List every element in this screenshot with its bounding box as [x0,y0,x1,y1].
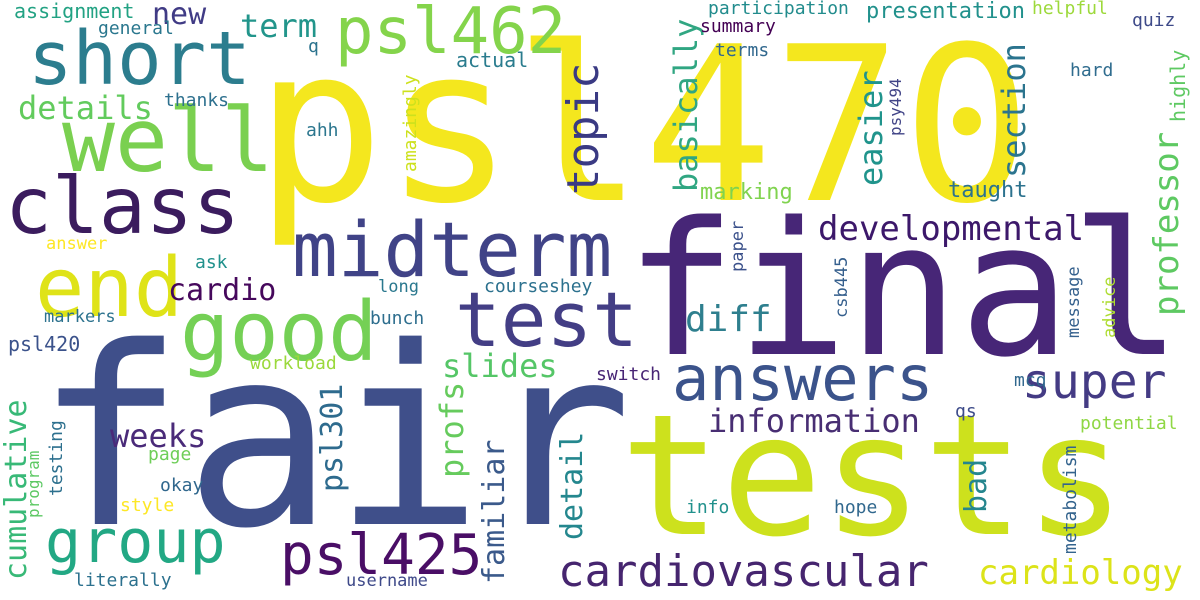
word-super: super [1022,354,1167,410]
word-courseshey: courseshey [484,276,593,297]
word-paper: paper [728,220,748,272]
word-information: information [708,402,920,440]
word-csb445: csb445 [832,256,852,318]
word-q: q [308,36,319,57]
word-group: group [45,507,226,577]
word-test: test [455,275,639,364]
word-markers: markers [44,307,116,327]
word-psy494: psy494 [886,78,905,136]
word-topic: topic [558,62,609,195]
word-familiar: familiar [477,439,512,585]
word-presentation: presentation [866,0,1025,24]
word-hope: hope [834,497,878,518]
word-slides: slides [442,347,558,385]
word-highly: highly [1166,49,1190,122]
word-class: class [5,162,240,252]
word-message: message [1064,266,1084,338]
word-final: final [625,182,1182,398]
word-developmental: developmental [818,209,1085,249]
word-username: username [346,571,428,591]
word-program: program [24,450,43,518]
word-easier: easier [852,70,890,186]
word-style: style [120,495,175,516]
word-new: new [152,0,207,32]
word-potential: potential [1080,413,1178,434]
word-literally: literally [74,570,172,591]
word-fair: fair [35,295,633,583]
word-general: general [98,18,174,39]
word-actual: actual [456,48,529,72]
word-marking: marking [700,180,793,205]
word-workload: workload [250,353,337,374]
word-profs: profs [433,381,471,478]
word-well: well [62,89,274,192]
word-end: end [35,241,184,336]
word-info: info [686,497,730,518]
word-cardiology: cardiology [978,553,1183,593]
word-good: good [180,285,378,380]
word-bad: bad [959,458,994,513]
word-testing: testing [46,420,67,496]
word-psl462: psl462 [335,0,567,69]
word-diff: diff [685,299,772,340]
word-thanks: thanks [164,90,230,111]
word-psl301: psl301 [315,383,350,492]
word-hard: hard [1070,60,1114,81]
word-long: long [378,277,419,297]
word-helpful: helpful [1032,0,1108,19]
word-assignment: assignment [14,0,135,23]
word-qs: qs [955,401,977,422]
word-psl425: psl425 [280,523,483,588]
word-midterm: midterm [292,205,613,294]
word-tests: tests [620,378,1126,574]
word-short: short [28,16,251,102]
word-psl470: psl470 [255,0,1032,251]
word-bunch: bunch [370,308,425,329]
word-quiz: quiz [1132,10,1176,31]
word-weeks: weeks [110,417,207,455]
word-advice: advice [1100,276,1120,338]
word-answer: answer [46,234,108,254]
word-terms: terms [715,40,770,61]
word-participation: participation [708,0,849,19]
word-cardiovascular: cardiovascular [558,546,929,597]
word-professor: professor [1147,131,1187,316]
word-basically: basically [667,18,705,192]
word-taught: taught [948,178,1028,203]
word-psl420: psl420 [8,332,81,356]
word-summary: summary [700,16,776,37]
word-ahh: ahh [306,120,339,141]
word-term: term [240,7,318,45]
word-cardio: cardio [168,273,277,308]
word-ask: ask [195,252,228,273]
word-page: page [148,444,192,465]
word-amazingly: amazingly [400,74,421,172]
word-section: section [995,43,1033,178]
word-mcq: mcq [1014,370,1047,391]
word-details: details [18,89,153,127]
word-metabolism: metabolism [1060,445,1081,554]
word-detail: detail [555,431,590,540]
word-switch: switch [596,364,662,385]
word-answers: answers [672,342,934,415]
word-okay: okay [160,475,204,496]
